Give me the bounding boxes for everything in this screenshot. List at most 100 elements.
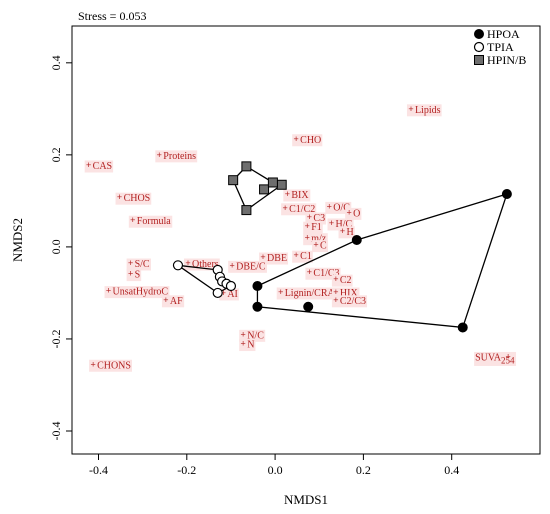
legend-entry: HPIN/B <box>487 53 526 67</box>
variable-label-bg <box>312 240 329 253</box>
variable-marker: + <box>333 274 338 284</box>
variable-marker: + <box>128 258 133 268</box>
variable-marker: + <box>347 207 352 217</box>
variable-label-bg <box>126 258 151 271</box>
variable-label-bg <box>228 260 267 273</box>
variable-label: + C2 <box>331 274 353 287</box>
variable-label: + CHO <box>292 134 323 147</box>
variable-label-bg <box>161 295 185 308</box>
point-hpin-b <box>241 161 252 172</box>
y-tick-label: 0.2 <box>49 147 63 162</box>
variable-label-bg <box>292 250 313 263</box>
variable-text: AF <box>170 296 183 307</box>
point-hpin-b <box>276 179 287 190</box>
variable-marker: + <box>327 201 332 211</box>
legend-entry: HPOA <box>487 27 520 41</box>
variable-marker: + <box>333 287 338 297</box>
variable-text: HIX <box>340 288 359 299</box>
variable-label: + UnsatHydroC <box>104 286 170 299</box>
variable-marker: + <box>128 269 133 279</box>
x-axis-label: NMDS1 <box>284 492 328 507</box>
x-tick-label: 0.0 <box>268 463 283 477</box>
variable-label-bg <box>115 192 152 205</box>
variable-marker: + <box>221 288 226 298</box>
variable-text: m/z <box>311 234 327 245</box>
variable-text: C1 <box>300 251 312 262</box>
variable-marker: + <box>230 260 235 270</box>
variable-label: + C1/C3 <box>305 267 341 280</box>
variable-label: + O/C <box>325 201 352 214</box>
x-tick-label: -0.4 <box>89 463 108 477</box>
variable-label-bg <box>305 212 327 225</box>
variable-marker: + <box>307 212 312 222</box>
variable-marker: + <box>130 215 135 225</box>
variable-label: + BIX <box>283 189 311 202</box>
variable-label: + AF <box>161 295 185 308</box>
variable-label-bg <box>155 150 198 163</box>
variable-text: AI <box>227 289 238 300</box>
point-hpoa <box>252 301 263 312</box>
legend-marker <box>474 29 484 39</box>
hull-hpin-b <box>232 165 284 212</box>
variable-marker: + <box>282 203 287 213</box>
variable-label: + Proteins <box>155 150 198 163</box>
legend-marker <box>473 41 485 53</box>
variable-label: + Formula <box>128 215 173 228</box>
variable-marker: + <box>505 351 510 361</box>
legend-entry: TPIA <box>487 40 514 54</box>
y-axis: -0.4 -0.2 0.0 0.2 0.4 <box>49 55 72 440</box>
variable-marker: + <box>163 295 168 305</box>
point-tpia <box>172 260 184 271</box>
variable-text: N/C <box>247 330 264 341</box>
variable-label-bg <box>281 203 317 216</box>
variable-label: + Lignin/CRAM <box>276 287 345 300</box>
variable-label: + C2/C3 <box>331 295 368 308</box>
variable-label-bg <box>331 274 353 287</box>
variable-label: + AI <box>219 288 239 301</box>
point-hpin-b <box>241 205 252 216</box>
variable-label-bg <box>338 226 355 239</box>
variable-marker: + <box>241 329 246 339</box>
variable-marker: + <box>285 189 290 199</box>
variable-label-bg <box>406 104 442 117</box>
variable-marker: + <box>260 252 265 262</box>
variable-label: + Lipids <box>406 104 442 117</box>
variable-text: O/C <box>333 202 350 213</box>
variable-label-bg <box>239 339 256 352</box>
variable-marker: + <box>278 287 283 297</box>
variable-label: +SUVA254 <box>474 351 517 366</box>
variable-label: + C <box>312 240 329 253</box>
variable-text: CHOS <box>124 193 151 204</box>
variable-label: + CHOS <box>115 192 152 205</box>
variable-label: + F1 <box>303 221 323 234</box>
x-axis: -0.4 -0.2 0.0 0.2 0.4 <box>89 454 459 477</box>
legend-marker <box>474 55 484 65</box>
plot-frame <box>71 25 541 455</box>
variable-text: H/C <box>335 219 352 230</box>
variable-text: BIX <box>291 190 309 201</box>
variable-label: + C3 <box>305 212 327 225</box>
variable-label-bg <box>305 267 341 280</box>
variable-marker: + <box>305 221 310 231</box>
variable-label: + DBE/C <box>228 260 267 273</box>
variable-label: + CHONS <box>89 359 132 372</box>
variable-label-bg <box>292 134 323 147</box>
point-hpoa <box>252 281 263 292</box>
point-hpoa <box>351 235 362 245</box>
variable-text: CAS <box>93 161 112 172</box>
variable-label-bg <box>219 288 239 301</box>
y-tick-label: -0.2 <box>49 329 63 348</box>
variable-marker: + <box>86 160 91 170</box>
variable-text: C2 <box>340 275 352 286</box>
variable-label: + N/C <box>239 329 266 342</box>
variable-text: H <box>347 227 354 238</box>
variable-text: CHONS <box>97 360 131 371</box>
variable-marker: + <box>241 339 246 349</box>
variable-text: N <box>247 340 254 351</box>
point-hpin-b <box>228 175 239 186</box>
variable-marker: + <box>106 286 111 296</box>
variable-text: Others <box>192 259 219 270</box>
variable-label-bg <box>276 287 345 300</box>
